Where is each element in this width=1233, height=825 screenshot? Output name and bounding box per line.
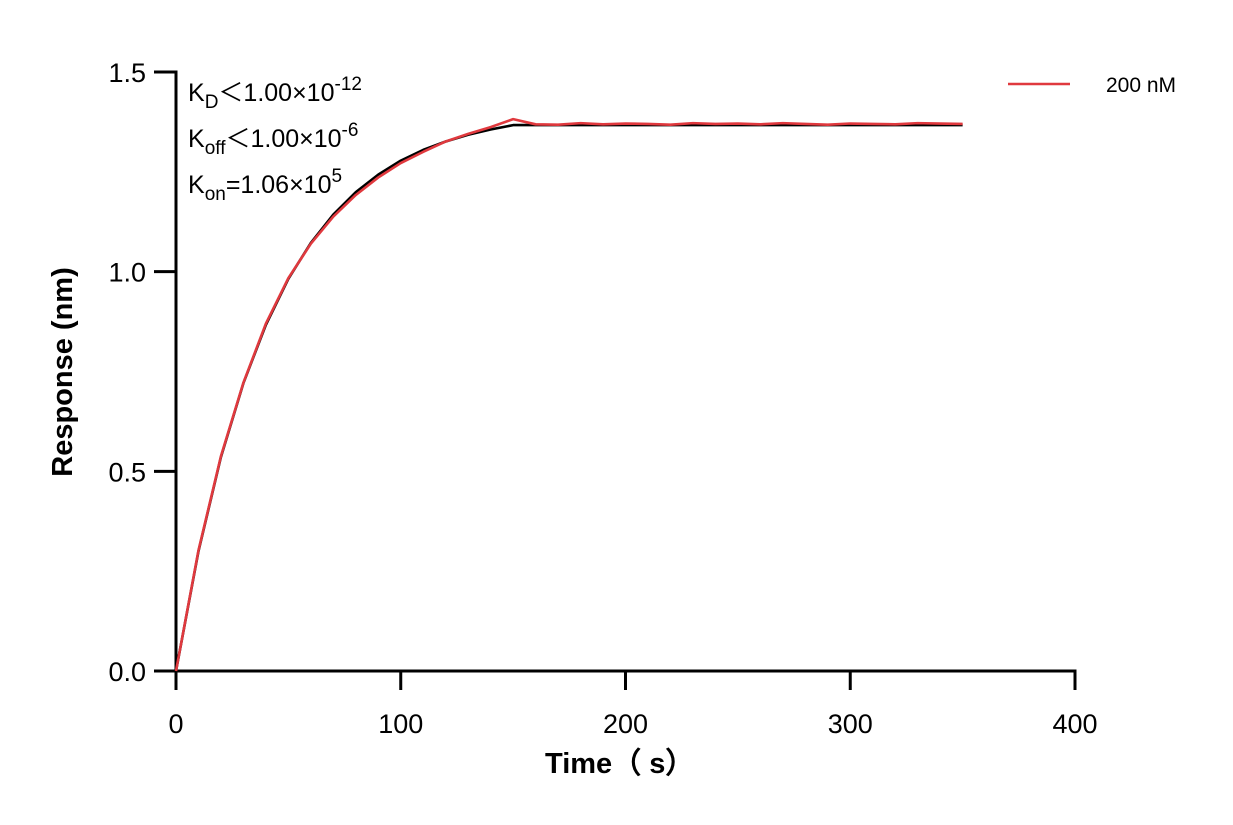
annotation-superscript: -12 <box>335 74 362 95</box>
annotation: KD＜1.00×10-12 <box>188 74 362 113</box>
y-axis-title: Response (nm) <box>47 267 79 476</box>
annotation-superscript: -6 <box>342 120 359 141</box>
series-line <box>174 117 963 672</box>
x-tick-label: 0 <box>168 709 183 739</box>
y-tick-label: 1.5 <box>108 58 146 88</box>
y-tick-label: 0.5 <box>108 457 146 487</box>
annotation-symbol: K <box>188 125 205 153</box>
series-line <box>174 123 963 672</box>
annotation: Kon=1.06×105 <box>188 166 342 205</box>
x-tick-label: 200 <box>603 709 648 739</box>
annotation-subscript: on <box>205 184 226 205</box>
annotation-symbol: K <box>188 79 205 107</box>
y-tick-label: 1.0 <box>108 258 146 288</box>
annotation-subscript: D <box>205 92 219 113</box>
x-tick-label: 400 <box>1052 709 1097 739</box>
legend-label: 200 nM <box>1106 74 1176 97</box>
x-tick-label: 300 <box>828 709 873 739</box>
annotation-subscript: off <box>205 138 227 159</box>
y-tick-label: 0.0 <box>108 657 146 687</box>
annotation-superscript: 5 <box>332 166 343 187</box>
annotation-symbol: K <box>188 171 205 199</box>
annotation-text: ＜1.00×10 <box>225 125 341 153</box>
x-tick-label: 100 <box>378 709 423 739</box>
annotation-text: ＜1.00×10 <box>218 79 334 107</box>
x-axis-title: Time（ s） <box>545 747 694 780</box>
annotation-text: =1.06×10 <box>226 171 332 199</box>
annotation: Koff＜1.00×10-6 <box>188 120 358 159</box>
